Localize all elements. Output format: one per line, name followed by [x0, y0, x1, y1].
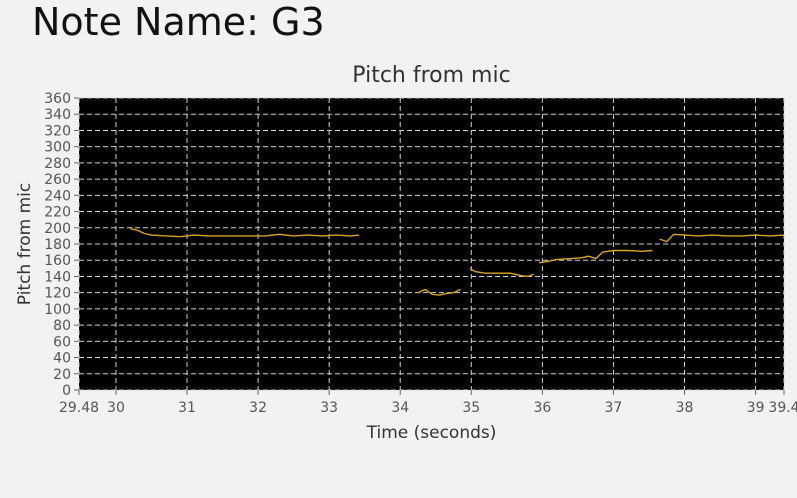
pitch-line-segment [538, 249, 653, 264]
x-tick-label: 38 [676, 400, 694, 416]
y-axis-label: Pitch from mic [15, 183, 35, 305]
y-tick-label: 280 [44, 156, 71, 172]
y-tick-label: 160 [44, 253, 71, 269]
pitch-line-segment [417, 288, 461, 296]
x-tick-label: 39.4 [768, 400, 797, 416]
x-tick-label: 39 [747, 400, 765, 416]
y-tick-label: 360 [44, 91, 71, 107]
y-tick-label: 40 [53, 351, 71, 367]
note-name-title: Note Name: G3 [32, 0, 325, 44]
x-tick-label: 35 [462, 400, 480, 416]
x-tick-label: 33 [320, 400, 338, 416]
y-tick-label: 340 [44, 107, 71, 123]
y-tick-label: 100 [44, 302, 71, 318]
y-tick-label: 140 [44, 269, 71, 285]
x-tick-label: 32 [249, 400, 267, 416]
y-tick-label: 20 [53, 367, 71, 383]
x-tick-label: 36 [533, 400, 551, 416]
pitch-line-segment [130, 227, 360, 238]
x-tick-label: 31 [178, 400, 196, 416]
grid-lines [78, 97, 785, 391]
y-tick-label: 180 [44, 237, 71, 253]
series-group [130, 227, 785, 296]
x-tick-label: 30 [107, 400, 125, 416]
x-tick-label: 29.48 [59, 400, 99, 416]
y-tick-label: 220 [44, 205, 71, 221]
y-tick-label: 60 [53, 334, 71, 350]
y-tick-label: 300 [44, 140, 71, 156]
y-tick-label: 120 [44, 286, 71, 302]
y-axis-ticks: 0204060801001201401601802002202402602803… [44, 91, 79, 399]
pitch-line-segment [469, 267, 535, 278]
x-tick-label: 37 [605, 400, 623, 416]
y-tick-label: 80 [53, 318, 71, 334]
pitch-line-segment [659, 233, 785, 243]
x-axis-ticks: 29.48 30 31 32 33 34 35 36 37 38 39 39.4 [59, 390, 797, 416]
x-axis-label: Time (seconds) [366, 423, 497, 443]
y-tick-label: 260 [44, 172, 71, 188]
y-tick-label: 240 [44, 188, 71, 204]
chart-title: Pitch from mic [352, 63, 510, 88]
x-tick-label: 34 [391, 400, 409, 416]
y-tick-label: 200 [44, 221, 71, 237]
y-tick-label: 320 [44, 123, 71, 139]
y-tick-label: 0 [62, 383, 71, 399]
